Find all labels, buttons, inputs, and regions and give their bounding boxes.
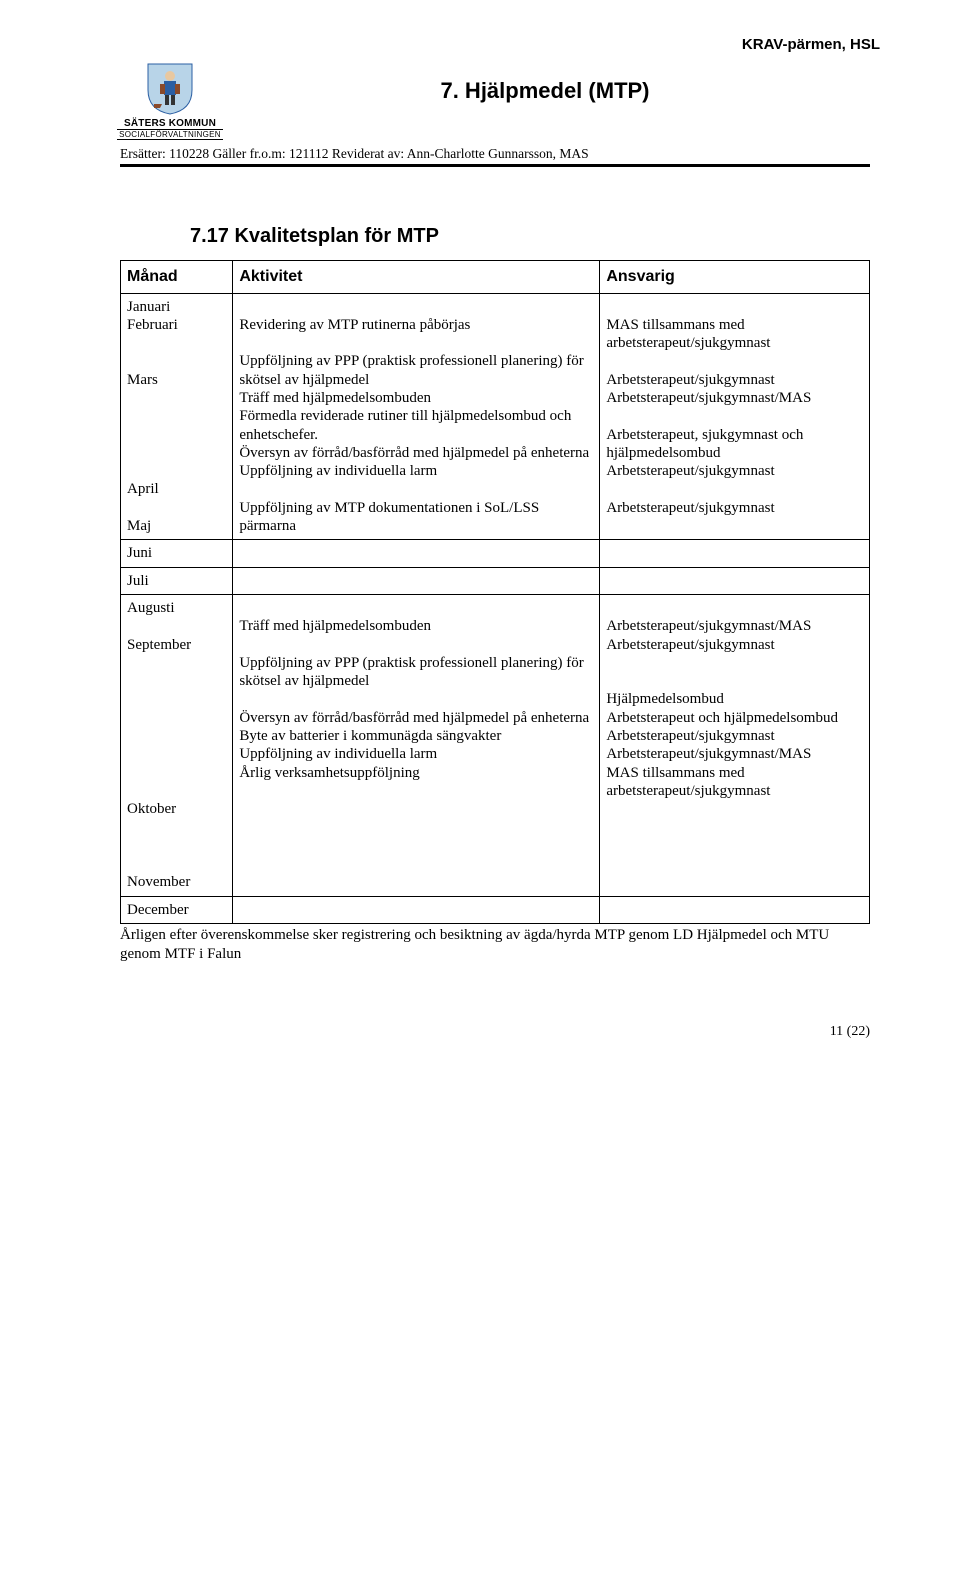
table-row: Januari Februari Mars April Maj Revideri… <box>121 293 870 540</box>
th-responsible: Ansvarig <box>600 261 870 294</box>
page-title: 7. Hjälpmedel (MTP) <box>220 78 870 104</box>
table-cell: Januari Februari Mars April Maj <box>121 293 233 540</box>
table-cell <box>600 567 870 594</box>
table-row: Juni <box>121 540 870 567</box>
table-row: Juli <box>121 567 870 594</box>
document-page: SÄTERS KOMMUN SOCIALFÖRVALTNINGEN 7. Hjä… <box>0 0 960 1070</box>
table-row: Augusti September Oktober November Träff… <box>121 594 870 896</box>
table-cell <box>600 540 870 567</box>
org-name: SÄTERS KOMMUN <box>124 118 216 129</box>
table-cell: Revidering av MTP rutinerna påbörjas Upp… <box>233 293 600 540</box>
footer-note: Årligen efter överenskommelse sker regis… <box>120 926 870 964</box>
table-cell <box>600 896 870 923</box>
th-month: Månad <box>121 261 233 294</box>
section-title: 7.17 Kvalitetsplan för MTP <box>190 225 870 248</box>
header-row: SÄTERS KOMMUN SOCIALFÖRVALTNINGEN 7. Hjä… <box>120 60 870 140</box>
table-cell: Augusti September Oktober November <box>121 594 233 896</box>
table-cell: Juli <box>121 567 233 594</box>
table-cell: Arbetsterapeut/sjukgymnast/MAS Arbetster… <box>600 594 870 896</box>
header-top-right: KRAV-pärmen, HSL <box>742 36 880 53</box>
table-cell <box>233 540 600 567</box>
page-number: 11 (22) <box>120 1024 870 1040</box>
table-cell: MAS tillsammans med arbetsterapeut/sjukg… <box>600 293 870 540</box>
th-activity: Aktivitet <box>233 261 600 294</box>
table-header-row: Månad Aktivitet Ansvarig <box>121 261 870 294</box>
table-cell: Juni <box>121 540 233 567</box>
quality-plan-table: Månad Aktivitet Ansvarig Januari Februar… <box>120 260 870 924</box>
table-cell: Träff med hjälpmedelsombuden Uppföljning… <box>233 594 600 896</box>
table-cell <box>233 567 600 594</box>
meta-line: Ersätter: 110228 Gäller fr.o.m: 121112 R… <box>120 146 870 165</box>
table-body: Januari Februari Mars April Maj Revideri… <box>121 293 870 924</box>
table-row: December <box>121 896 870 923</box>
org-shield-icon <box>142 60 198 116</box>
table-cell: December <box>121 896 233 923</box>
org-sub: SOCIALFÖRVALTNINGEN <box>117 129 223 140</box>
org-logo-block: SÄTERS KOMMUN SOCIALFÖRVALTNINGEN <box>120 60 220 140</box>
table-cell <box>233 896 600 923</box>
